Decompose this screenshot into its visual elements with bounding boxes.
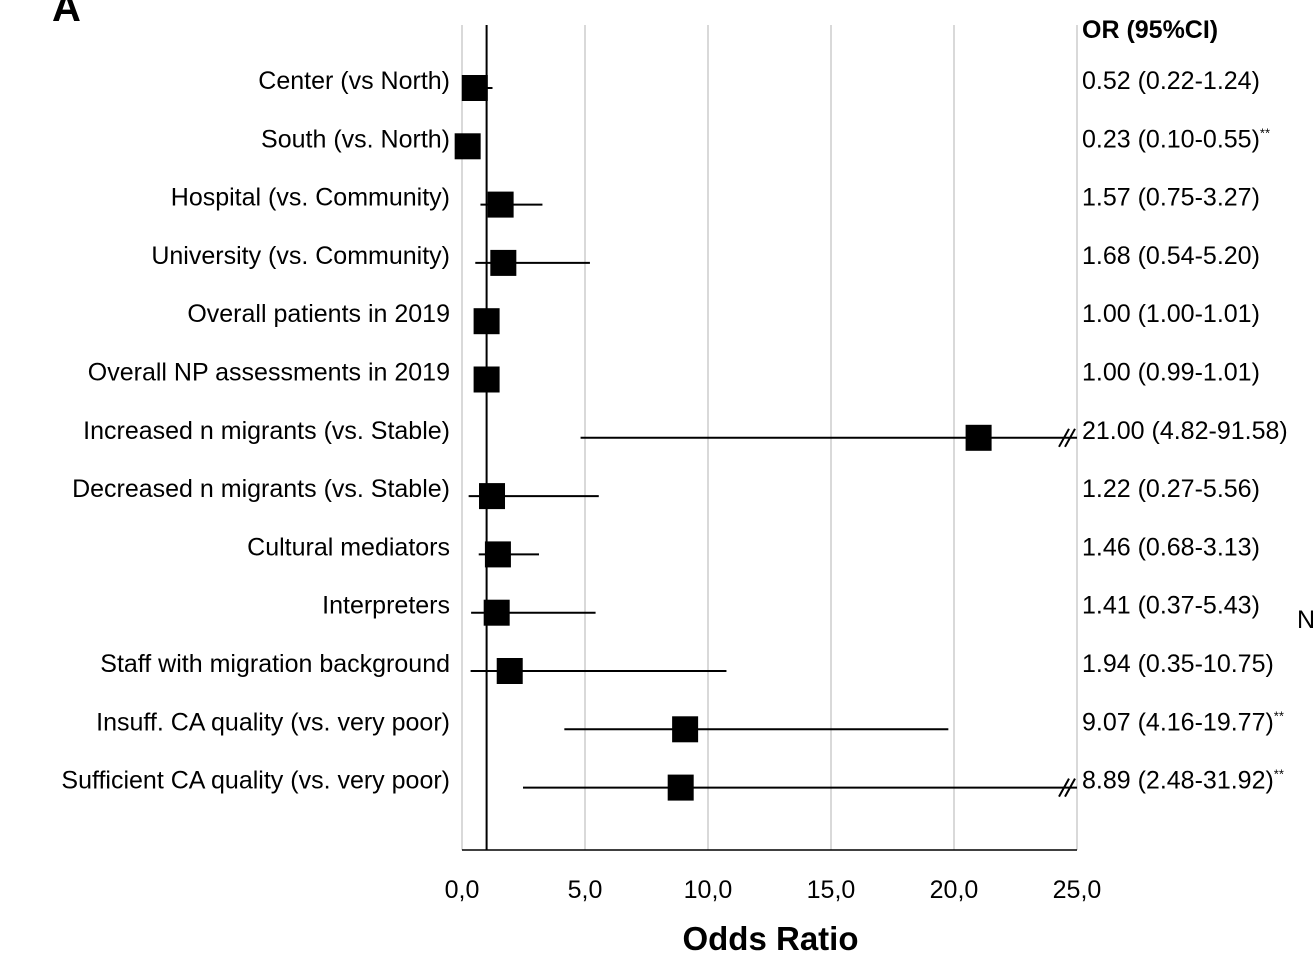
or-ci-text: 1.46 (0.68-3.13) (1082, 533, 1260, 561)
panel-letter: A (52, 0, 81, 30)
forest-row (471, 599, 596, 626)
category-label: Cultural mediators (247, 533, 450, 561)
or-ci-text: 21.00 (4.82-91.58) (1082, 417, 1288, 445)
or-marker (483, 599, 510, 626)
category-label: Overall patients in 2019 (187, 300, 450, 328)
axis-break-mark (1058, 778, 1070, 798)
axis-break-mark (1064, 778, 1076, 798)
or-marker (496, 658, 523, 684)
x-axis-title: Odds Ratio (682, 920, 858, 954)
or-ci-text: 1.68 (0.54-5.20) (1082, 242, 1260, 270)
axis-break-mark (1064, 428, 1076, 448)
or-marker (479, 483, 506, 510)
or-marker (473, 308, 500, 335)
or-ci-text: 1.00 (0.99-1.01) (1082, 359, 1260, 387)
category-label: University (vs. Community) (151, 242, 450, 270)
significance-marker: ** (1274, 708, 1284, 723)
or-marker (454, 133, 481, 160)
forest-row (468, 483, 599, 510)
or-ci-text: 0.52 (0.22-1.24) (1082, 67, 1260, 95)
category-label: Interpreters (322, 592, 450, 620)
x-tick-label: 20,0 (930, 876, 979, 904)
x-tick-label: 15,0 (807, 876, 856, 904)
or-ci-text: 9.07 (4.16-19.77)** (1082, 708, 1284, 736)
forest-row (473, 308, 500, 335)
or-marker (672, 716, 699, 743)
or-marker (461, 75, 488, 101)
category-label: South (vs. North) (261, 125, 450, 153)
category-label: Increased n migrants (vs. Stable) (83, 417, 450, 445)
or-column-header: OR (95%CI) (1082, 16, 1218, 44)
or-marker (487, 191, 514, 218)
or-ci-text: 1.57 (0.75-3.27) (1082, 184, 1260, 212)
or-marker (490, 249, 517, 276)
x-tick-label: 25,0 (1053, 876, 1102, 904)
axis-break-mark (1058, 428, 1070, 448)
text-labels: 0,0 5,0 10,0 15,0 20,0 25,0 Odds Ratio OR (95%C… (61, 16, 1313, 954)
forest-row (473, 366, 500, 393)
or-ci-text: 1.22 (0.27-5.56) (1082, 475, 1260, 503)
side-note: N (1297, 606, 1313, 634)
forest-row (454, 133, 481, 160)
x-tick-label: 10,0 (684, 876, 733, 904)
or-ci-text: 1.41 (0.37-5.43) (1082, 592, 1260, 620)
axes (462, 25, 1077, 851)
data-rows (454, 75, 1077, 801)
forest-row (564, 716, 949, 743)
or-marker (965, 424, 992, 451)
x-tick-label: 0,0 (445, 876, 480, 904)
or-marker (667, 774, 694, 801)
or-ci-text: 8.89 (2.48-31.92)** (1082, 767, 1284, 795)
category-label: Hospital (vs. Community) (171, 184, 450, 212)
or-ci-text: 1.00 (1.00-1.01) (1082, 300, 1260, 328)
or-ci-text: 1.94 (0.35-10.75) (1082, 650, 1274, 678)
forest-row (470, 658, 727, 684)
x-tick-label: 5,0 (568, 876, 603, 904)
forest-row (461, 75, 493, 101)
forest-row (580, 424, 1077, 451)
significance-marker: ** (1274, 767, 1284, 782)
category-label: Insuff. CA quality (vs. very poor) (96, 708, 450, 736)
forest-row (523, 774, 1077, 801)
category-label: Center (vs North) (258, 67, 450, 95)
category-label: Decreased n migrants (vs. Stable) (72, 475, 450, 503)
forest-row (480, 191, 543, 218)
or-ci-text: 0.23 (0.10-0.55)** (1082, 125, 1270, 153)
significance-marker: ** (1260, 125, 1270, 140)
forest-row (478, 541, 539, 568)
category-label: Sufficient CA quality (vs. very poor) (61, 767, 450, 795)
forest-row (475, 249, 590, 276)
or-marker (484, 541, 511, 568)
category-label: Overall NP assessments in 2019 (88, 359, 450, 387)
or-marker (473, 366, 500, 393)
category-label: Staff with migration background (100, 650, 450, 678)
